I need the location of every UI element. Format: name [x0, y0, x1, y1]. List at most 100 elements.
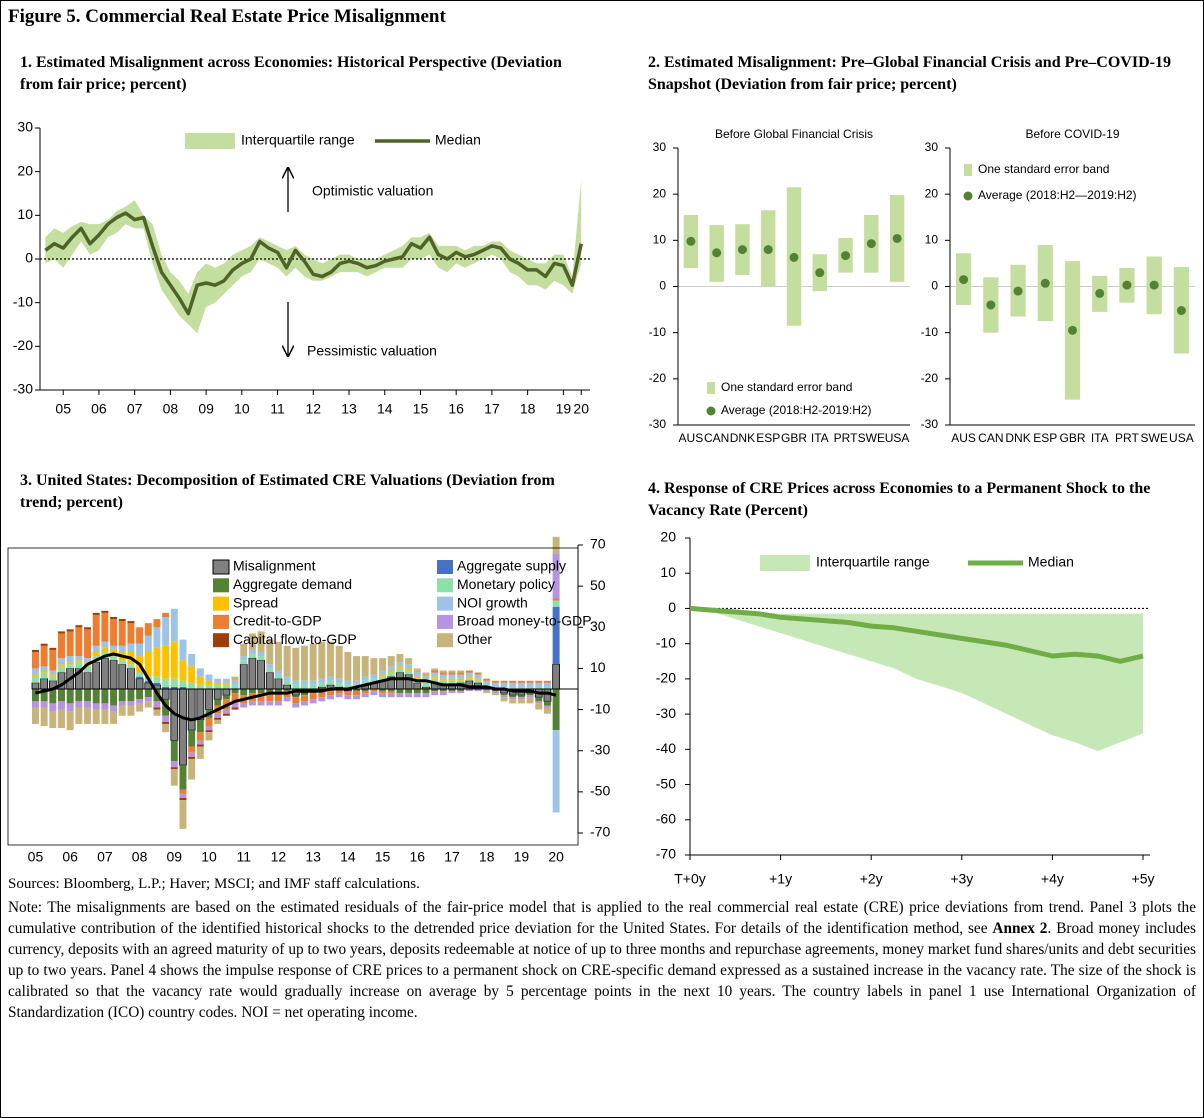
- bar-segment: [58, 658, 65, 665]
- bar-segment: [32, 649, 39, 652]
- bar-segment: [214, 713, 222, 718]
- y-tick-label: 20: [653, 186, 667, 200]
- bar-segment: [179, 800, 187, 829]
- bar-segment: [240, 703, 248, 708]
- bar-segment: [483, 680, 491, 685]
- bar-segment: [248, 633, 256, 650]
- bar-segment: [422, 672, 430, 677]
- x-tick-label: 14: [340, 849, 356, 865]
- bar-segment: [118, 663, 127, 690]
- bar-segment: [248, 657, 257, 690]
- bar-segment: [387, 666, 395, 671]
- bar-segment: [170, 769, 178, 786]
- legend-label: Spread: [233, 594, 278, 610]
- bar-segment: [109, 659, 118, 690]
- x-tick-label: 06: [91, 401, 107, 417]
- bar-segment: [483, 678, 491, 681]
- bar-segment: [231, 707, 239, 710]
- bar-segment: [118, 701, 126, 706]
- y-tick-label: -60: [656, 810, 676, 826]
- bar-segment: [457, 689, 465, 692]
- bar-segment: [110, 705, 118, 712]
- bar-segment: [40, 643, 48, 646]
- bar-segment: [431, 670, 439, 673]
- bar-segment: [127, 621, 135, 624]
- x-tick-label: 10: [201, 849, 217, 865]
- x-tick-label: SWE: [1140, 431, 1167, 445]
- bar-segment: [136, 689, 144, 700]
- bar-segment: [179, 686, 187, 689]
- bar-segment: [526, 686, 534, 689]
- bar-segment: [483, 689, 491, 692]
- bar-segment: [283, 676, 291, 681]
- bar-segment: [361, 676, 369, 681]
- bar-segment: [387, 689, 395, 692]
- bar-segment: [344, 651, 352, 681]
- legend-label: Misalignment: [233, 558, 316, 574]
- bar-segment: [526, 693, 534, 696]
- y-tick-label: 70: [590, 536, 606, 552]
- x-tick-label: CAN: [704, 431, 729, 445]
- bar-segment: [431, 691, 439, 696]
- y-tick-label: 0: [25, 250, 33, 266]
- bar-segment: [32, 689, 39, 702]
- bar-segment: [257, 631, 265, 652]
- note-emphasis: Annex 2: [992, 920, 1048, 937]
- bar-segment: [49, 676, 57, 681]
- bar-segment: [370, 689, 378, 692]
- x-tick-label: 12: [271, 849, 287, 865]
- bar-segment: [248, 701, 256, 706]
- bar-segment: [214, 684, 222, 689]
- bar-segment: [491, 691, 499, 694]
- plot-frame: [7, 547, 579, 846]
- bar-segment: [179, 798, 187, 801]
- bar-segment: [214, 682, 222, 685]
- bar-segment: [84, 629, 92, 659]
- bar-segment: [370, 678, 378, 683]
- bar-segment: [240, 689, 248, 696]
- bar-segment: [92, 709, 100, 724]
- bar-segment: [457, 670, 465, 673]
- average-dot: [866, 239, 876, 249]
- average-dot: [737, 245, 747, 255]
- panel-title: 2. Estimated Misalignment: Pre–Global Fi…: [648, 54, 1171, 93]
- bar-segment: [240, 643, 248, 657]
- bar-segment: [66, 629, 74, 632]
- bar-segment: [422, 693, 430, 698]
- bar-segment: [231, 689, 239, 694]
- legend-swatch: [707, 382, 715, 394]
- bar-segment: [136, 627, 144, 644]
- bar-segment: [127, 643, 135, 652]
- x-tick-label: 13: [341, 401, 357, 417]
- bar-segment: [387, 691, 395, 694]
- y-tick-label: -20: [656, 670, 676, 686]
- bar-segment: [396, 654, 404, 663]
- bar-segment: [170, 686, 178, 689]
- x-tick-label: ITA: [1091, 431, 1109, 445]
- bar-segment: [83, 672, 92, 690]
- bar-segment: [301, 701, 308, 706]
- bar-segment: [405, 658, 413, 665]
- x-tick-label: 15: [375, 849, 391, 865]
- bar-segment: [517, 697, 525, 700]
- x-tick-label: 09: [167, 849, 183, 865]
- bar-segment: [431, 678, 439, 683]
- y-tick-label: -10: [921, 325, 939, 339]
- bar-segment: [361, 680, 369, 685]
- legend-swatch: [213, 578, 229, 593]
- average-dot: [763, 245, 773, 255]
- bar-segment: [49, 689, 57, 704]
- bar-segment: [457, 674, 465, 679]
- bar-segment: [222, 713, 230, 716]
- bar-segment: [457, 672, 465, 675]
- bar-segment: [283, 680, 291, 685]
- bar-segment: [361, 693, 369, 698]
- bar-segment: [92, 614, 100, 646]
- average-dot: [1040, 278, 1050, 288]
- legend-label: Aggregate supply: [457, 558, 566, 574]
- average-dot: [815, 268, 825, 278]
- bar-segment: [327, 691, 334, 696]
- bar-segment: [327, 695, 334, 700]
- figure-title: Figure 5. Commercial Real Estate Price M…: [8, 6, 446, 27]
- bar-segment: [170, 641, 178, 679]
